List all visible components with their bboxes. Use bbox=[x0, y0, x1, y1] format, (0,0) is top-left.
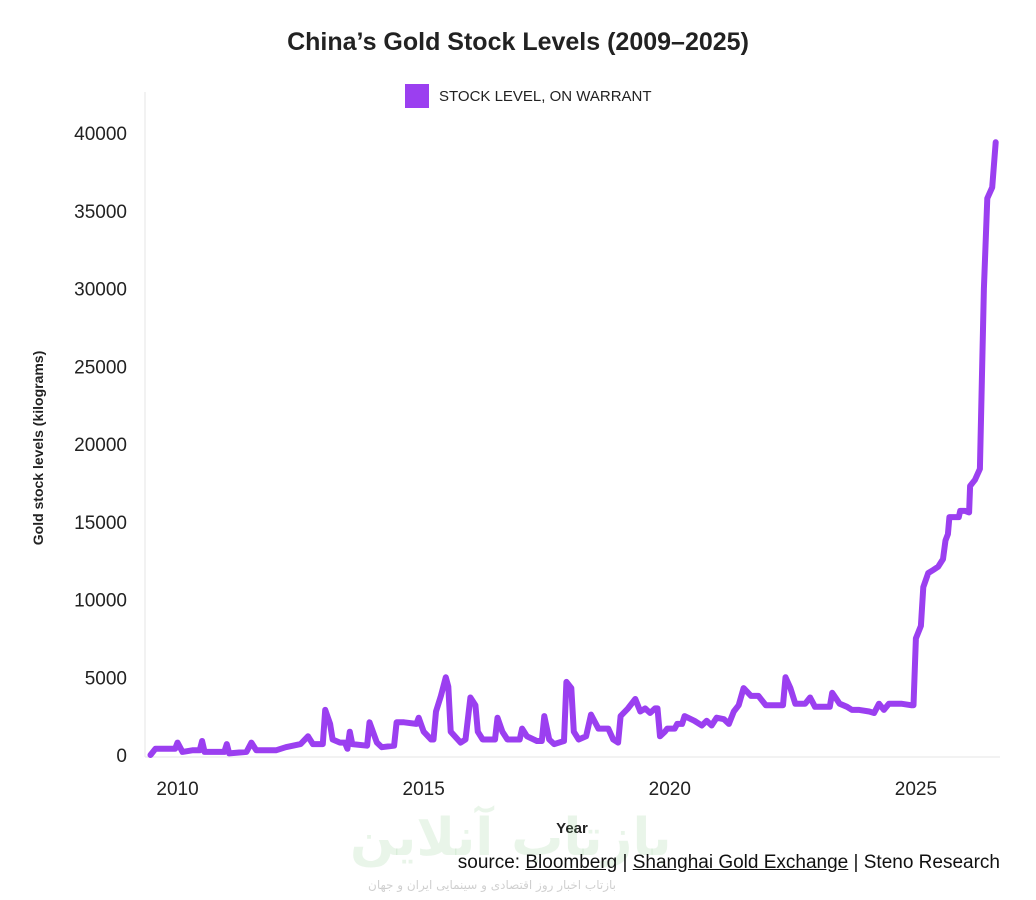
y-tick-label: 35000 bbox=[74, 202, 127, 223]
x-tick-label: 2015 bbox=[403, 779, 445, 800]
y-tick-label: 15000 bbox=[74, 513, 127, 534]
source-prefix: source: bbox=[457, 852, 526, 873]
source-link-shanghai-gold-exchange[interactable]: Shanghai Gold Exchange bbox=[632, 852, 849, 873]
y-tick-label: 0 bbox=[116, 746, 127, 767]
y-tick-label: 25000 bbox=[74, 357, 127, 378]
y-tick-label: 5000 bbox=[85, 668, 127, 689]
source-link-bloomberg[interactable]: Bloomberg bbox=[525, 852, 618, 873]
chart-title: China’s Gold Stock Levels (2009–2025) bbox=[287, 28, 749, 56]
x-tick-label: 2020 bbox=[649, 779, 691, 800]
legend[interactable]: STOCK LEVEL, ON WARRANT bbox=[405, 84, 652, 108]
y-tick-label: 20000 bbox=[74, 435, 127, 456]
x-axis-label: Year bbox=[556, 820, 588, 837]
source-suffix: Steno Research bbox=[863, 852, 1000, 873]
source-separator: | bbox=[617, 852, 633, 873]
y-tick-label: 10000 bbox=[74, 591, 127, 612]
source-separator: | bbox=[848, 852, 864, 873]
legend-swatch bbox=[405, 84, 429, 108]
source-line: source: Bloomberg | Shanghai Gold Exchan… bbox=[458, 852, 1000, 874]
y-tick-label: 30000 bbox=[74, 280, 127, 301]
x-tick-label: 2010 bbox=[156, 779, 198, 800]
y-tick-label: 40000 bbox=[74, 124, 127, 145]
y-axis-label: Gold stock levels (kilograms) bbox=[30, 351, 46, 546]
series-line-stock-level bbox=[147, 139, 999, 758]
x-tick-label: 2025 bbox=[895, 779, 937, 800]
legend-label: STOCK LEVEL, ON WARRANT bbox=[439, 87, 652, 105]
